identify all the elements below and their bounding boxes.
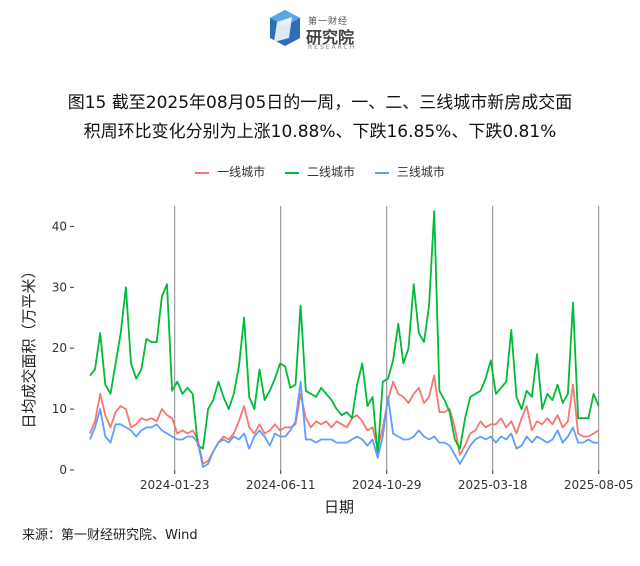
y-tick-label-2: 20	[52, 341, 67, 355]
x-axis-label: 日期	[324, 498, 354, 516]
y-axis-label: 日均成交面积（万平米）	[20, 263, 38, 428]
logo-mark-icon	[270, 10, 300, 46]
legend-label-tier3: 三线城市	[396, 165, 445, 179]
x-tick-label-1: 2024-06-11	[246, 478, 316, 492]
y-tick-label-1: 10	[52, 402, 67, 416]
legend-swatch-tier1	[195, 171, 210, 174]
logo-main-text: 研究院	[306, 28, 355, 47]
x-tick-label-0: 2024-01-23	[140, 478, 210, 492]
logo: 第一财经 研究院 RESEARCH	[268, 8, 388, 52]
legend-swatch-tier3	[374, 171, 389, 174]
y-tick-label-4: 40	[52, 219, 67, 233]
legend-item-tier3: 三线城市	[374, 163, 445, 180]
logo-top-text: 第一财经	[308, 17, 349, 27]
x-tick-label-3: 2025-03-18	[458, 478, 528, 492]
chart-title-line1: 图15 截至2025年08月05日的一周，一、二、三线城市新房成交面	[67, 93, 573, 113]
x-tick-label-4: 2025-08-05	[564, 478, 634, 492]
legend-swatch-tier2	[284, 171, 299, 174]
legend-label-tier1: 一线城市	[217, 165, 266, 179]
legend: 一线城市 二线城市 三线城市	[0, 163, 640, 180]
logo-sub-text: RESEARCH	[308, 44, 357, 51]
y-tick-label-0: 0	[59, 463, 67, 477]
legend-label-tier2: 二线城市	[306, 165, 355, 179]
x-tick-label-2: 2024-10-29	[352, 478, 422, 492]
series-line-1	[89, 374, 600, 465]
legend-item-tier1: 一线城市	[195, 163, 265, 180]
series-line-2	[89, 210, 600, 456]
chart-title-line2: 积周环比变化分别为上涨10.88%、下跌16.85%、下跌0.81%	[83, 122, 557, 142]
y-tick-label-3: 30	[52, 280, 67, 294]
legend-item-tier2: 二线城市	[284, 163, 355, 180]
source-note: 来源：第一财经研究院、Wind	[22, 528, 198, 543]
series-line-3	[89, 380, 599, 468]
